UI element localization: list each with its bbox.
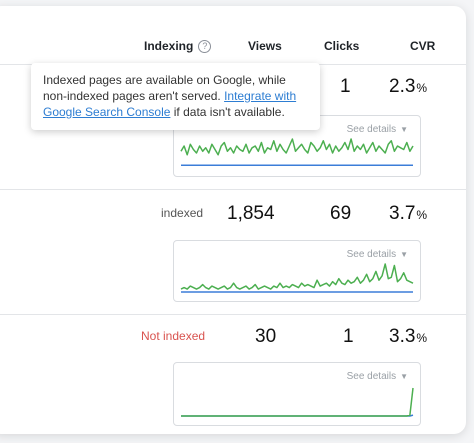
clicks-value: 69 [330, 203, 352, 224]
row-divider [0, 314, 466, 315]
clicks-value: 1 [340, 76, 351, 97]
cvr-value: 2.3% [389, 76, 427, 98]
indexing-status: Not indexed [141, 329, 206, 343]
sparkline-chart: See details ▼ [173, 240, 421, 302]
sparkline-svg [180, 263, 414, 293]
info-icon[interactable]: ? [198, 40, 212, 54]
caret-down-icon: ▼ [400, 250, 408, 259]
views-series-line [180, 138, 414, 156]
sparkline-svg [181, 387, 414, 417]
caret-down-icon: ▼ [400, 372, 408, 381]
cvr-value: 3.3% [389, 326, 427, 348]
integrate-search-console-link[interactable]: Integrate with Google Search Console [43, 89, 297, 119]
caret-down-icon: ▼ [400, 125, 408, 134]
cvr-unit: % [416, 81, 428, 95]
column-header-indexing: Indexing? [144, 39, 212, 54]
table-header: Indexing? Views Clicks CVR [0, 34, 466, 54]
clicks-value: 1 [343, 326, 354, 347]
column-header-clicks[interactable]: Clicks [324, 39, 360, 53]
cvr-number: 3.3 [389, 326, 416, 347]
cvr-number: 2.3 [389, 76, 416, 97]
see-details-label: See details [346, 124, 397, 135]
tooltip-text-end: if data isn't available. [170, 105, 285, 119]
views-value: 30 [255, 326, 277, 347]
indexing-status: indexed [161, 206, 204, 220]
tooltip-text: Indexed pages are available on Google, w… [43, 73, 286, 103]
see-details-dropdown[interactable]: See details ▼ [347, 371, 408, 382]
views-series-line [181, 387, 414, 417]
cvr-number: 3.7 [389, 203, 416, 224]
see-details-dropdown[interactable]: See details ▼ [347, 249, 408, 260]
pages-table-card: Indexing? Views Clicks CVR 1 2.3% See de… [0, 6, 466, 434]
sparkline-svg [180, 138, 414, 167]
column-header-indexing-label: Indexing [144, 39, 194, 53]
sparkline-chart: See details ▼ [173, 362, 421, 426]
indexing-info-tooltip: Indexed pages are available on Google, w… [31, 63, 320, 130]
see-details-label: See details [346, 371, 397, 382]
views-series-line [180, 263, 414, 290]
cvr-value: 3.7% [389, 203, 427, 225]
views-value: 1,854 [227, 203, 275, 224]
see-details-label: See details [346, 249, 397, 260]
row-divider [0, 189, 466, 190]
see-details-dropdown[interactable]: See details ▼ [347, 124, 408, 135]
cvr-unit: % [416, 331, 428, 345]
column-header-cvr[interactable]: CVR [410, 39, 436, 53]
column-header-views[interactable]: Views [248, 39, 282, 53]
cvr-unit: % [416, 208, 428, 222]
